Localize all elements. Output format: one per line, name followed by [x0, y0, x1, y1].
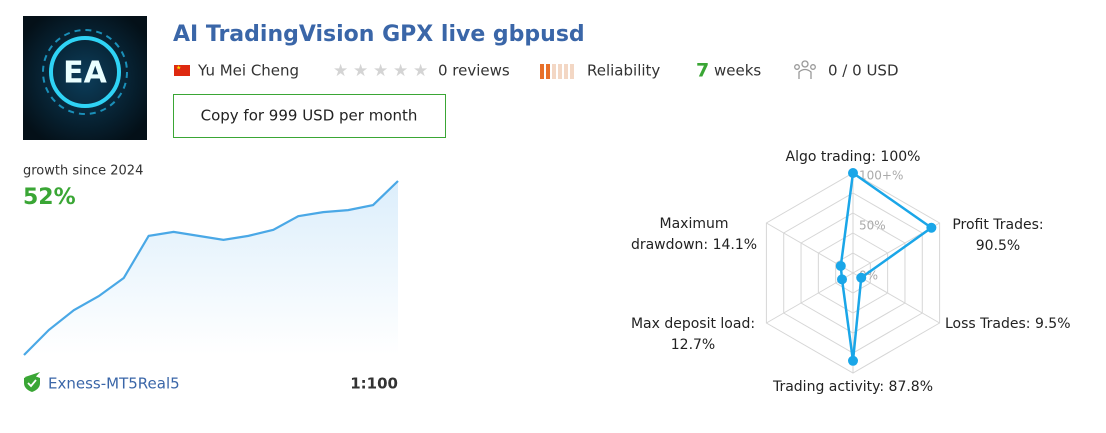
logo-ring [42, 29, 128, 115]
growth-caption: growth since 2024 [23, 164, 143, 179]
stars: ★ ★ ★ ★ ★ [333, 61, 428, 81]
star: ★ [393, 61, 408, 81]
reliability-bar [570, 64, 574, 79]
leverage: 1:100 [350, 375, 398, 393]
reliability: Reliability [587, 62, 660, 80]
copy-button-label[interactable]: Copy for 999 USD per month [201, 107, 418, 125]
author[interactable]: Yu Mei Cheng [197, 62, 299, 80]
verified-check [27, 379, 37, 388]
radar-point [926, 222, 937, 233]
growth-chart [23, 180, 399, 356]
radar-label: drawdown: 14.1% [631, 237, 757, 253]
reliability-bar [558, 64, 562, 79]
weeks: weeks [714, 62, 761, 80]
star: ★ [373, 61, 388, 81]
radar-chart: 100+%50%0%Algo trading: 100%Profit Trade… [631, 149, 1071, 395]
radar-label: Profit Trades: [952, 217, 1043, 233]
logo-text: EA [63, 56, 107, 91]
radar-label: Algo trading: 100% [786, 149, 921, 165]
broker[interactable]: Exness-MT5Real5 [48, 375, 180, 393]
reviews[interactable]: 0 reviews [438, 62, 510, 80]
reliability-bar [564, 64, 568, 79]
radar-tick-label: 50% [859, 219, 886, 233]
radar-point [835, 260, 846, 271]
radar-label: 90.5% [976, 238, 1020, 254]
radar-point [837, 274, 848, 285]
radar-spoke [852, 272, 940, 324]
radar-point [848, 355, 858, 366]
radar-label: Max deposit load: [631, 316, 755, 332]
star: ★ [353, 61, 368, 81]
radar-label: Maximum [660, 216, 729, 232]
growth-line [23, 180, 399, 356]
flag [174, 65, 190, 76]
radar-label: Trading activity: 87.8% [772, 379, 933, 395]
growth-area [24, 181, 398, 355]
reliability-bar [540, 64, 544, 79]
reliability-bar [546, 64, 550, 79]
star: ★ [413, 61, 428, 81]
subscribers: 0 / 0 USD [828, 62, 899, 80]
radar-label: Loss Trades: 9.5% [945, 316, 1071, 332]
reliability-icon [540, 64, 574, 79]
subscribers-icon [794, 60, 816, 79]
title[interactable]: AI TradingVision GPX live gbpusd [173, 22, 585, 47]
weeks-number: 7 [696, 60, 709, 82]
radar-tick-label: 100+% [859, 169, 903, 183]
star: ★ [333, 61, 348, 81]
copy-button[interactable] [173, 94, 446, 138]
reliability-bar [552, 64, 556, 79]
logo-ring [49, 36, 121, 108]
flag-star: ★ [176, 65, 181, 72]
radar-point [856, 272, 867, 283]
growth-value: 52% [23, 185, 76, 210]
radar-point [848, 168, 858, 178]
radar-label: 12.7% [671, 337, 715, 353]
